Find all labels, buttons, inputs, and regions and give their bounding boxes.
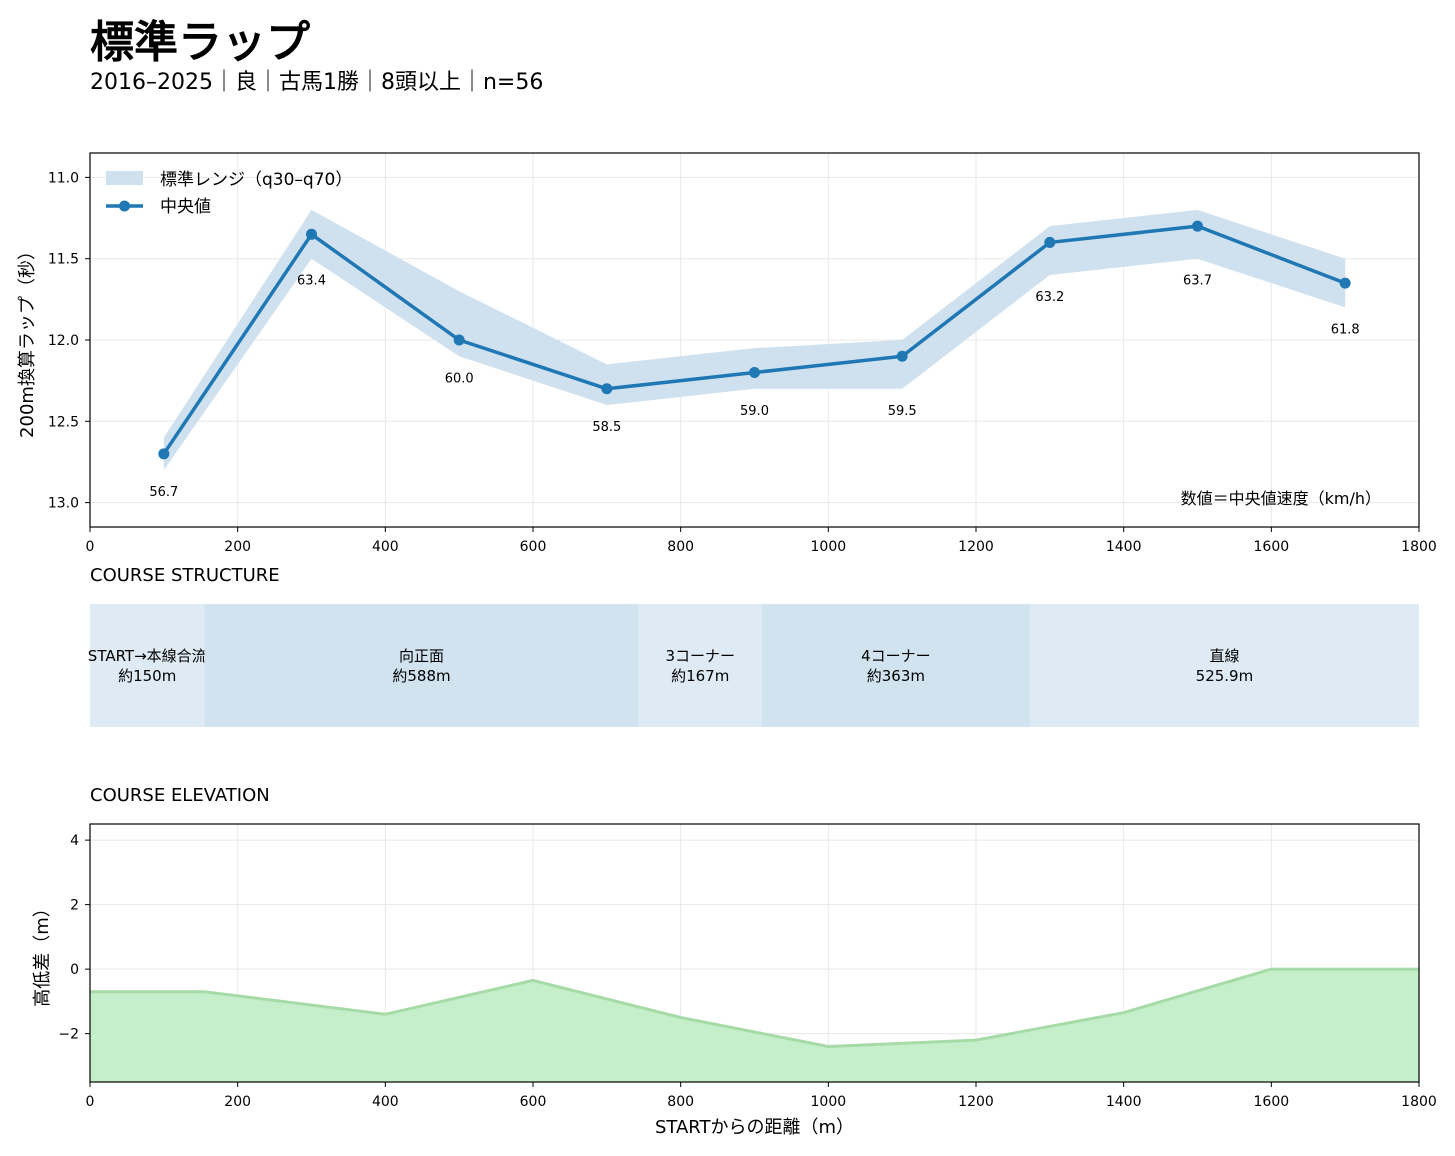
- chart-title: 標準ラップ: [90, 17, 310, 68]
- speed-label: 61.8: [1331, 322, 1360, 337]
- elev-x-tick-label: 400: [372, 1094, 399, 1110]
- median-point: [896, 350, 908, 362]
- lap-x-tick-label: 800: [667, 539, 694, 555]
- median-point: [749, 367, 760, 379]
- speed-label: 60.0: [445, 371, 474, 386]
- legend-band-label: 標準レンジ（q30–q70）: [160, 170, 352, 190]
- legend-median-marker: [119, 200, 130, 212]
- median-point: [1339, 277, 1351, 289]
- elev-x-axis-label: STARTからの距離（m）: [655, 1117, 854, 1138]
- speed-label: 63.4: [297, 274, 326, 289]
- speed-label: 59.0: [740, 404, 769, 419]
- speed-label: 59.5: [888, 404, 917, 419]
- segment-name: 4コーナー: [861, 647, 931, 665]
- lap-y-tick-label: 11.5: [48, 252, 79, 268]
- legend-band-swatch: [106, 171, 143, 185]
- lap-x-tick-label: 1600: [1254, 539, 1290, 555]
- lap-x-tick-label: 1400: [1106, 539, 1142, 555]
- elev-x-tick-label: 1600: [1254, 1094, 1290, 1110]
- elevation-line: [90, 967, 1419, 1049]
- elev-y-tick-label: 4: [70, 833, 79, 849]
- lap-y-tick-label: 12.5: [48, 414, 79, 430]
- lap-x-tick-label: 1800: [1401, 539, 1437, 555]
- elev-y-axis-label: 高低差（m）: [32, 899, 53, 1007]
- median-point: [601, 383, 613, 395]
- lap-x-tick-label: 600: [520, 539, 547, 555]
- elev-y-tick-label: 0: [70, 962, 79, 978]
- range-band: [163, 209, 1346, 471]
- lap-x-tick-label: 200: [224, 539, 251, 555]
- elev-x-tick-label: 1000: [811, 1094, 847, 1110]
- speed-note: 数値＝中央値速度（km/h）: [1181, 489, 1381, 508]
- lap-x-tick-label: 1200: [958, 539, 994, 555]
- structure-segment: [761, 604, 1030, 727]
- speed-label: 63.7: [1183, 274, 1212, 289]
- lap-x-tick-label: 400: [372, 539, 399, 555]
- lap-y-tick-label: 12.0: [48, 333, 79, 349]
- structure-segment: [90, 604, 205, 727]
- elev-x-tick-label: 800: [667, 1094, 694, 1110]
- elev-x-tick-label: 200: [224, 1094, 251, 1110]
- median-point: [306, 228, 317, 240]
- lap-x-tick-label: 1000: [811, 539, 847, 555]
- elev-y-tick-label: −2: [58, 1027, 79, 1043]
- elev-plot-frame: [89, 823, 1420, 1083]
- course-structure-title: COURSE STRUCTURE: [90, 565, 280, 586]
- lap-y-tick-label: 11.0: [48, 170, 79, 186]
- median-point: [1192, 220, 1203, 232]
- segment-name: START→本線合流: [88, 647, 207, 665]
- segment-name: 向正面: [399, 647, 444, 665]
- elev-x-tick-label: 600: [520, 1094, 547, 1110]
- median-point: [158, 448, 170, 460]
- legend-median-label: 中央値: [160, 197, 211, 217]
- lap-x-tick-label: 0: [86, 539, 95, 555]
- speed-label: 63.2: [1035, 290, 1064, 305]
- chart-subtitle: 2016–2025｜良｜古馬1勝｜8頭以上｜n=56: [90, 70, 544, 95]
- lap-y-tick-label: 13.0: [48, 496, 79, 512]
- segment-length: 約363m: [867, 667, 925, 685]
- segment-name: 直線: [1209, 647, 1239, 665]
- median-point: [453, 334, 465, 346]
- segment-name: 3コーナー: [665, 647, 735, 665]
- elev-x-tick-label: 0: [86, 1094, 95, 1110]
- course-elevation-title: COURSE ELEVATION: [90, 785, 270, 806]
- elev-x-tick-label: 1200: [958, 1094, 994, 1110]
- elev-y-tick-label: 2: [70, 898, 79, 914]
- structure-segment: [638, 604, 762, 727]
- segment-length: 約167m: [671, 667, 729, 685]
- elev-x-tick-label: 1400: [1106, 1094, 1142, 1110]
- structure-segment: [204, 604, 639, 727]
- segment-length: 約588m: [392, 667, 450, 685]
- speed-label: 58.5: [592, 420, 621, 435]
- structure-segment: [1029, 604, 1419, 727]
- lap-y-axis-label: 200m換算ラップ（秒）: [17, 242, 38, 438]
- speed-label: 56.7: [149, 485, 178, 500]
- segment-length: 525.9m: [1196, 667, 1254, 685]
- segment-length: 約150m: [118, 667, 176, 685]
- elev-x-tick-label: 1800: [1401, 1094, 1437, 1110]
- elevation-area: [90, 969, 1419, 1082]
- median-point: [1044, 236, 1056, 248]
